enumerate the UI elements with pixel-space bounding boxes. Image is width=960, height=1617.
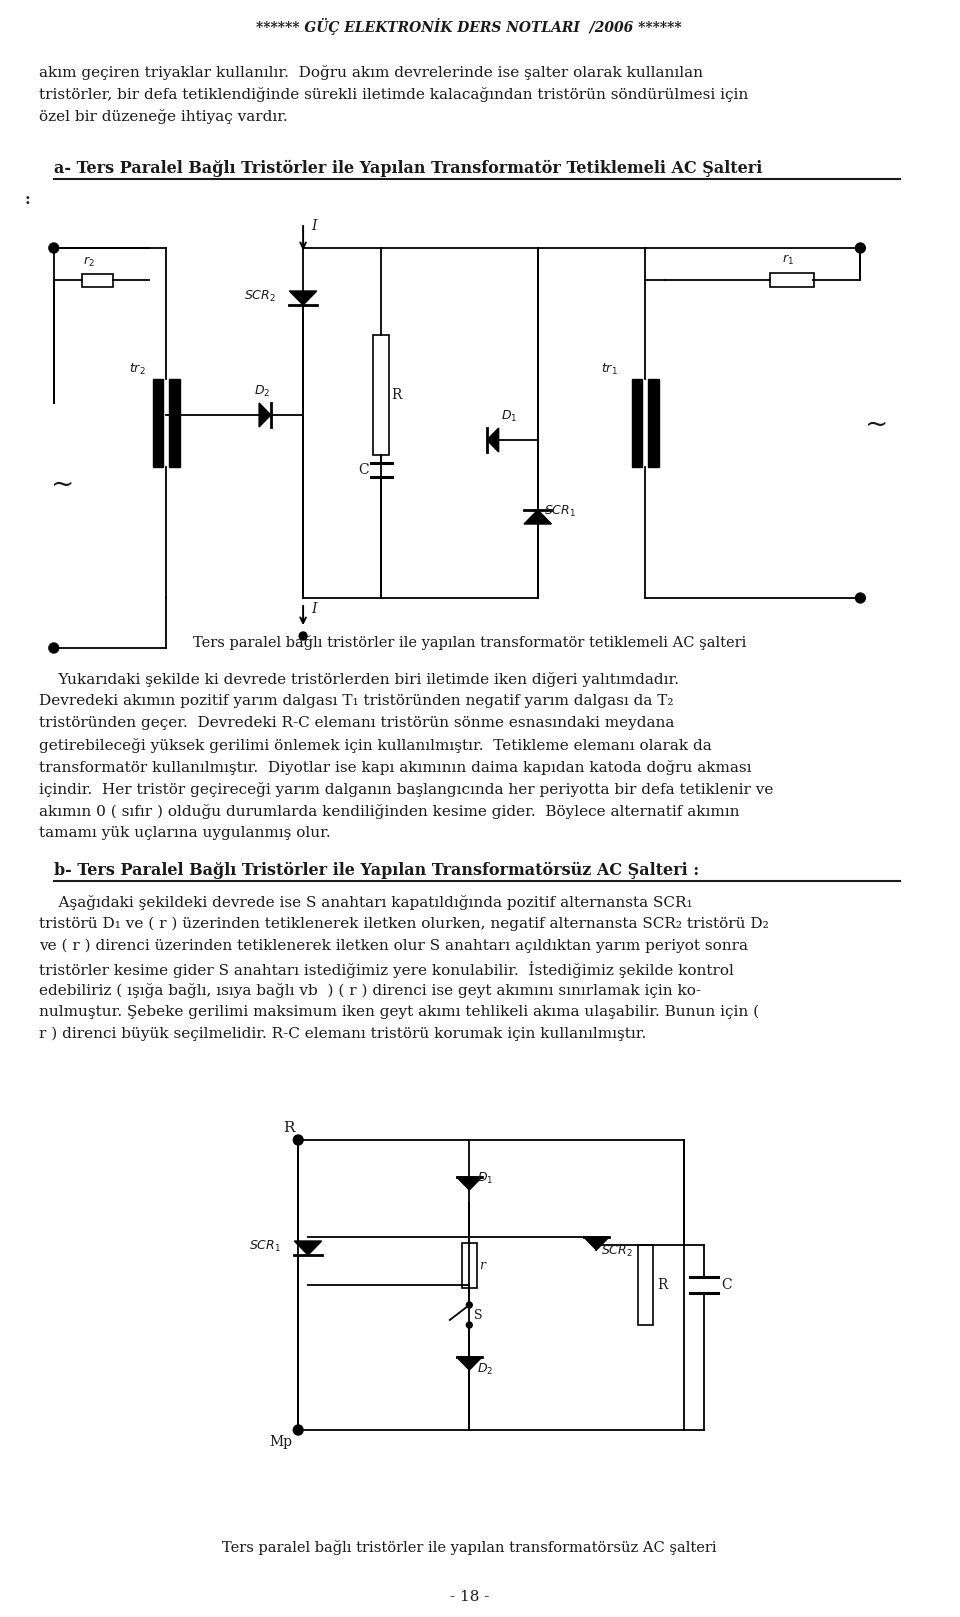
Text: $SCR_1$: $SCR_1$ (543, 505, 576, 519)
Text: R: R (283, 1121, 295, 1135)
Text: S: S (474, 1308, 483, 1321)
Bar (638, 1245, 653, 1324)
Text: I: I (311, 218, 317, 233)
Text: $D_1$: $D_1$ (500, 409, 516, 424)
Bar (648, 378, 659, 467)
Text: tamamı yük uçlarına uygulanmış olur.: tamamı yük uçlarına uygulanmış olur. (39, 826, 331, 839)
Circle shape (467, 1302, 472, 1308)
Text: $D_2$: $D_2$ (254, 383, 271, 399)
Text: Ters paralel bağlı tristörler ile yapılan transformatörsüz AC şalteri: Ters paralel bağlı tristörler ile yapıla… (222, 1539, 716, 1556)
Text: R: R (391, 388, 401, 403)
Polygon shape (295, 1240, 322, 1255)
Polygon shape (289, 291, 317, 306)
Text: tristörler, bir defa tetiklendiğinde sürekli iletimde kalacağından tristörün sön: tristörler, bir defa tetiklendiğinde sür… (39, 87, 749, 102)
Text: R: R (657, 1277, 667, 1292)
Text: $SCR_2$: $SCR_2$ (245, 289, 276, 304)
Text: $SCR_2$: $SCR_2$ (601, 1243, 634, 1260)
Text: Ters paralel bağlı tristörler ile yapılan transformatör tetiklemeli AC şalteri: Ters paralel bağlı tristörler ile yapıla… (193, 635, 746, 650)
Circle shape (467, 1323, 472, 1328)
Polygon shape (259, 403, 271, 427)
Text: $D_2$: $D_2$ (477, 1362, 493, 1378)
Text: $r_1$: $r_1$ (782, 252, 794, 267)
Bar (462, 1242, 477, 1287)
Text: Yukarıdaki şekilde ki devrede tristörlerden biri iletimde iken diğeri yalıtımdad: Yukarıdaki şekilde ki devrede tristörler… (39, 673, 679, 687)
Text: ****** GÜÇ ELEKTRONİK DERS NOTLARI  /2006 ******: ****** GÜÇ ELEKTRONİK DERS NOTLARI /2006… (256, 18, 683, 36)
Bar (770, 273, 814, 286)
Text: $D_1$: $D_1$ (477, 1171, 493, 1187)
Polygon shape (457, 1357, 482, 1370)
Circle shape (855, 243, 865, 252)
Text: Mp: Mp (269, 1434, 292, 1449)
Text: içindir.  Her tristör geçireceği yarım dalganın başlangıcında her periyotta bir : içindir. Her tristör geçireceği yarım da… (39, 783, 774, 797)
Text: r ) direnci büyük seçilmelidir. R-C elemanı tristörü korumak için kullanılmıştır: r ) direnci büyük seçilmelidir. R-C elem… (39, 1027, 646, 1041)
Text: :: : (24, 192, 30, 207)
Text: - 18 -: - 18 - (449, 1590, 489, 1604)
Circle shape (294, 1135, 303, 1145)
Text: özel bir düzeneğe ihtiyaç vardır.: özel bir düzeneğe ihtiyaç vardır. (39, 108, 288, 125)
Text: tristörü D₁ ve ( r ) üzerinden tetiklenerek iletken olurken, negatif alternansta: tristörü D₁ ve ( r ) üzerinden tetiklene… (39, 917, 769, 931)
Text: ~: ~ (865, 412, 889, 438)
Circle shape (49, 243, 59, 252)
Text: $r_2$: $r_2$ (84, 255, 95, 268)
Text: transformatör kullanılmıştır.  Diyotlar ise kapı akımının daima kapıdan katoda d: transformatör kullanılmıştır. Diyotlar i… (39, 760, 752, 775)
Text: Aşağıdaki şekildeki devrede ise S anahtarı kapatıldığında pozitif alternansta SC: Aşağıdaki şekildeki devrede ise S anahta… (39, 894, 693, 910)
Text: tristöründen geçer.  Devredeki R-C elemanı tristörün sönme esnasındaki meydana: tristöründen geçer. Devredeki R-C eleman… (39, 716, 675, 729)
Bar (632, 378, 642, 467)
Text: akımın 0 ( sıfır ) olduğu durumlarda kendiliğinden kesime gider.  Böylece altern: akımın 0 ( sıfır ) olduğu durumlarda ken… (39, 804, 739, 818)
Text: ve ( r ) direnci üzerinden tetiklenerek iletken olur S anahtarı açıldıktan yarım: ve ( r ) direnci üzerinden tetiklenerek … (39, 939, 748, 954)
Text: akım geçiren triyaklar kullanılır.  Doğru akım devrelerinde ise şalter olarak ku: akım geçiren triyaklar kullanılır. Doğru… (39, 65, 703, 79)
Circle shape (294, 1425, 303, 1434)
Circle shape (855, 593, 865, 603)
Bar (153, 378, 163, 467)
Text: ~: ~ (51, 472, 74, 500)
Text: C: C (358, 462, 369, 477)
Polygon shape (584, 1237, 610, 1250)
Circle shape (49, 644, 59, 653)
Text: nulmuştur. Şebeke gerilimi maksimum iken geyt akımı tehlikeli akıma ulaşabilir. : nulmuştur. Şebeke gerilimi maksimum iken… (39, 1006, 759, 1019)
Polygon shape (457, 1177, 482, 1190)
Text: C: C (722, 1277, 732, 1292)
Text: b- Ters Paralel Bağlı Tristörler ile Yapılan Transformatörsüz AC Şalteri :: b- Ters Paralel Bağlı Tristörler ile Yap… (54, 862, 699, 880)
Text: tristörler kesime gider S anahtarı istediğimiz yere konulabilir.  İstediğimiz şe: tristörler kesime gider S anahtarı isted… (39, 960, 734, 978)
Text: edebiliriz ( ışığa bağlı, ısıya bağlı vb  ) ( r ) direnci ise geyt akımını sınır: edebiliriz ( ışığa bağlı, ısıya bağlı vb… (39, 983, 701, 998)
Circle shape (300, 632, 307, 640)
Text: Devredeki akımın pozitif yarım dalgası T₁ tristöründen negatif yarım dalgası da : Devredeki akımın pozitif yarım dalgası T… (39, 694, 674, 708)
Bar (83, 273, 113, 286)
Text: a- Ters Paralel Bağlı Tristörler ile Yapılan Transformatör Tetiklemeli AC Şalter: a- Ters Paralel Bağlı Tristörler ile Yap… (54, 160, 762, 178)
Text: I: I (311, 602, 317, 616)
Text: $SCR_1$: $SCR_1$ (250, 1239, 281, 1255)
Polygon shape (524, 509, 551, 524)
Bar (373, 335, 389, 454)
Text: $tr_2$: $tr_2$ (129, 362, 146, 377)
Polygon shape (487, 429, 498, 453)
Text: $tr_1$: $tr_1$ (601, 362, 618, 377)
Text: getirebileceği yüksek gerilimi önlemek için kullanılmıştır.  Tetikleme elemanı o: getirebileceği yüksek gerilimi önlemek i… (39, 737, 712, 754)
Bar (169, 378, 180, 467)
Text: r: r (479, 1258, 485, 1271)
